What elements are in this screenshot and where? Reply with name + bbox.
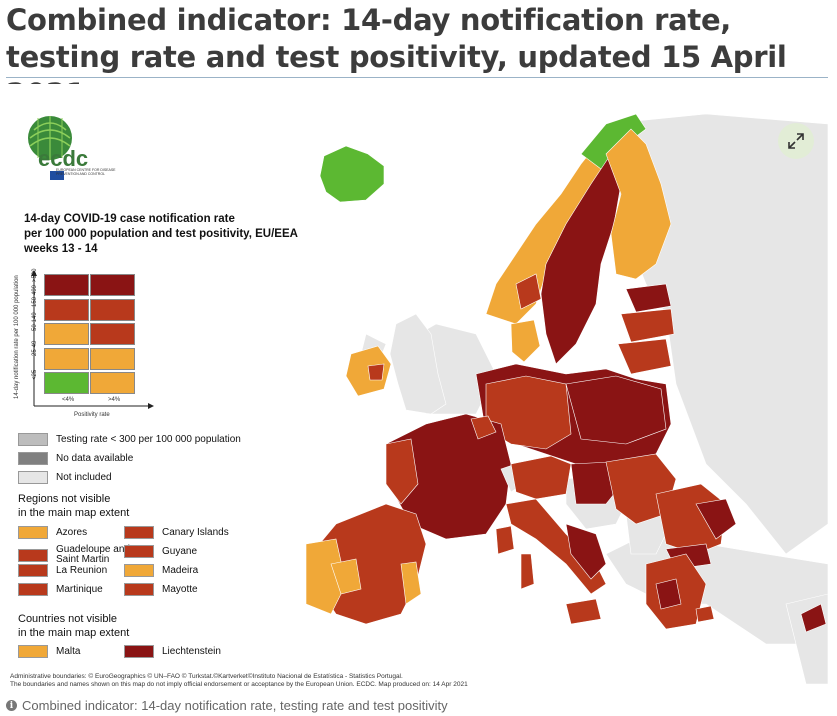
legend-label: Guadeloupe and Saint Martin: [56, 544, 130, 565]
legend-arrows: [31, 270, 154, 409]
expand-icon: [788, 133, 804, 149]
figure-caption: i Combined indicator: 14-day notificatio…: [6, 698, 448, 713]
legend-status-item: Not included: [18, 471, 112, 484]
legend-swatch: [18, 548, 48, 562]
legend-matrix-cell: [44, 372, 89, 394]
page-title: Combined indicator: 14-day notification …: [6, 3, 787, 111]
legend-matrix-cell: [90, 372, 135, 394]
legend-x-tick-low: <4%: [62, 397, 75, 403]
legend-swatch: [18, 645, 48, 658]
legend-swatch: [124, 545, 154, 558]
legend-status-item: Testing rate < 300 per 100 000 populatio…: [18, 433, 241, 446]
legend-matrix-cell: [90, 298, 135, 321]
legend-label: Testing rate < 300 per 100 000 populatio…: [56, 433, 241, 445]
legend-label: Canary Islands: [162, 526, 229, 538]
legend-label: Malta: [56, 645, 81, 657]
legend-label: Martinique: [56, 583, 103, 595]
legend-region-item: Guyane: [124, 545, 197, 558]
fullscreen-button[interactable]: [778, 123, 814, 159]
title-divider: [6, 77, 828, 78]
legend-swatch: [18, 471, 48, 484]
legend-swatch: [18, 526, 48, 539]
legend-matrix-cell: [90, 347, 135, 370]
ecdc-logo-subtitle: EUROPEAN CENTRE FOR DISEASE PREVENTION A…: [56, 168, 116, 176]
legend-region-item: Martinique: [18, 583, 103, 596]
legend-x-tick-high: >4%: [108, 397, 121, 403]
region-continent: [305, 363, 827, 633]
info-icon: i: [6, 700, 17, 711]
legend-matrix: [44, 274, 136, 396]
ecdc-logo: ecdc: [28, 116, 88, 180]
svg-text:ecdc: ecdc: [38, 146, 88, 171]
region-denmark: [510, 319, 541, 363]
regions-heading: Regions not visible in the main map exte…: [18, 493, 130, 519]
legend-country-item: Malta: [18, 645, 80, 658]
legend-label: Mayotte: [162, 583, 198, 595]
countries-heading: Countries not visible in the main map ex…: [18, 613, 130, 639]
legend-swatch: [18, 564, 48, 577]
legend-label: Liechtenstein: [162, 645, 221, 657]
legend-region-item: Madeira: [124, 564, 198, 577]
legend-region-item: La Reunion: [18, 564, 107, 577]
legend-region-item: Mayotte: [124, 583, 198, 596]
legend-matrix-cell: [44, 323, 89, 345]
legend-swatch: [124, 645, 154, 658]
region-uk: [389, 313, 447, 415]
legend-swatch: [124, 583, 154, 596]
region-estonia: [625, 283, 672, 313]
legend-y-axis-label: 14-day notification rate per 100 000 pop…: [14, 275, 20, 399]
region-finland: [605, 128, 672, 280]
legend-status-item: No data available: [18, 452, 133, 465]
legend-swatch: [124, 526, 154, 539]
legend-label: Not included: [56, 471, 112, 483]
legend-matrix-cell: [90, 323, 135, 345]
legend-swatch: [18, 583, 48, 596]
legend-label: Guyane: [162, 545, 198, 557]
region-lithuania: [617, 338, 672, 375]
legend-title: 14-day COVID-19 case notification rate p…: [24, 213, 298, 255]
legend-label: Azores: [56, 526, 88, 538]
legend-country-item: Liechtenstein: [124, 645, 221, 658]
legend-label: Madeira: [162, 564, 199, 576]
legend-label: La Reunion: [56, 564, 108, 576]
legend-swatch: [18, 452, 48, 465]
legend-swatch: [18, 433, 48, 446]
region-sweden: [540, 153, 622, 365]
map-figure: ecdc EUROPEAN CENTRE FOR DISEASE PREVENT…: [6, 84, 828, 692]
legend-matrix-cell: [44, 298, 89, 321]
legend-swatch: [124, 564, 154, 577]
legend-region-item: Canary Islands: [124, 526, 229, 539]
legend-matrix-cell: [90, 274, 135, 296]
legend-matrix-cell: [44, 274, 89, 296]
region-latvia: [620, 308, 675, 343]
map-footnote: Administrative boundaries: © EuroGeograp…: [10, 673, 468, 688]
legend-label: No data available: [56, 452, 134, 464]
region-iceland: [319, 145, 385, 203]
legend-region-item: Guadeloupe and Saint Martin: [18, 545, 136, 565]
legend-region-item: Azores: [18, 526, 87, 539]
europe-map: [305, 113, 828, 685]
legend-x-axis-label: Positivity rate: [74, 412, 110, 418]
legend-matrix-cell: [44, 347, 89, 370]
